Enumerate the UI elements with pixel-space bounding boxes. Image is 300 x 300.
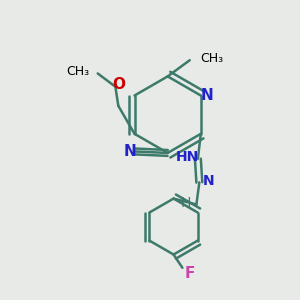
Text: O: O — [112, 77, 125, 92]
Text: N: N — [201, 88, 214, 103]
Text: H: H — [181, 196, 191, 210]
Text: CH₃: CH₃ — [66, 65, 89, 79]
Text: HN: HN — [176, 150, 199, 164]
Text: F: F — [184, 266, 195, 281]
Text: N: N — [124, 144, 136, 159]
Text: CH₃: CH₃ — [200, 52, 223, 65]
Text: N: N — [202, 174, 214, 188]
